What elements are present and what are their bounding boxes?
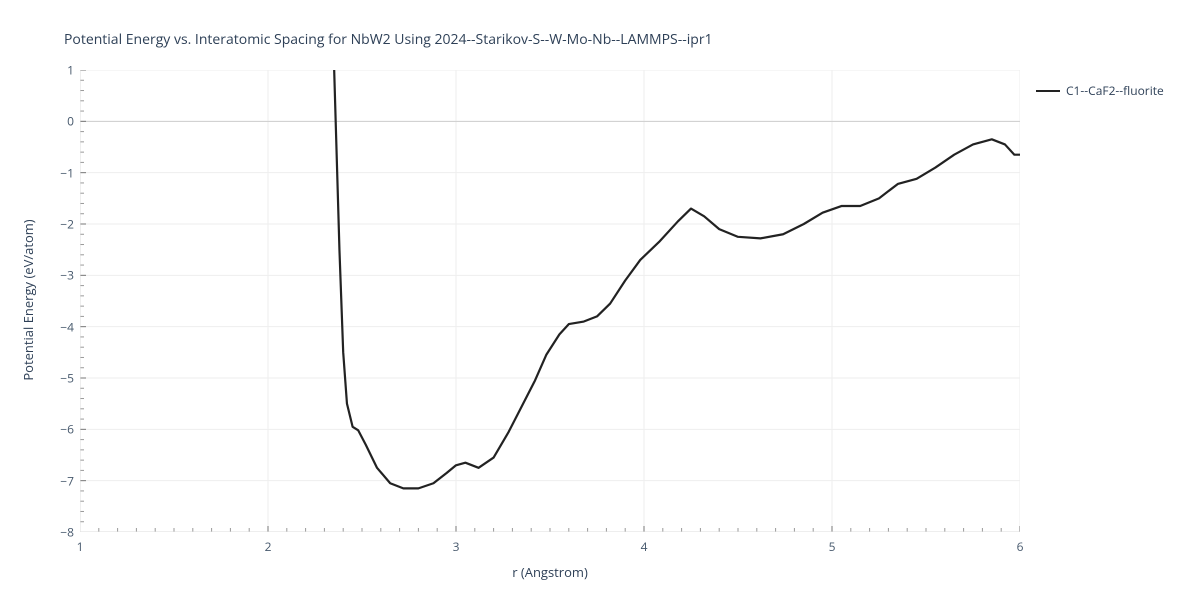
axes bbox=[80, 70, 1020, 532]
x-tick: 1 bbox=[77, 538, 84, 555]
series-line[interactable] bbox=[324, 70, 1020, 488]
y-axis-label: Potential Energy (eV/atom) bbox=[19, 219, 37, 380]
x-tick: 3 bbox=[453, 538, 460, 555]
y-tick: −8 bbox=[52, 524, 74, 541]
plot-area[interactable] bbox=[80, 70, 1020, 532]
y-tick: −2 bbox=[52, 216, 74, 233]
y-tick: −3 bbox=[52, 267, 74, 284]
chart-title: Potential Energy vs. Interatomic Spacing… bbox=[64, 30, 713, 49]
x-tick: 6 bbox=[1017, 538, 1024, 555]
legend[interactable]: C1--CaF2--fluorite bbox=[1036, 82, 1164, 99]
y-tick: 0 bbox=[52, 113, 74, 130]
x-axis-label: r (Angstrom) bbox=[512, 563, 588, 581]
y-tick: −1 bbox=[52, 164, 74, 181]
gridlines bbox=[80, 70, 1020, 532]
x-tick: 5 bbox=[829, 538, 836, 555]
y-tick: −4 bbox=[52, 318, 74, 335]
x-tick: 4 bbox=[641, 538, 648, 555]
legend-label: C1--CaF2--fluorite bbox=[1066, 82, 1164, 99]
minor-ticks bbox=[80, 70, 1020, 532]
y-tick: −6 bbox=[52, 421, 74, 438]
x-tick: 2 bbox=[265, 538, 272, 555]
legend-line-icon bbox=[1036, 90, 1060, 92]
series-group bbox=[324, 70, 1020, 488]
y-tick: 1 bbox=[52, 62, 74, 79]
y-tick: −5 bbox=[52, 370, 74, 387]
chart-svg bbox=[80, 70, 1020, 532]
y-tick: −7 bbox=[52, 472, 74, 489]
